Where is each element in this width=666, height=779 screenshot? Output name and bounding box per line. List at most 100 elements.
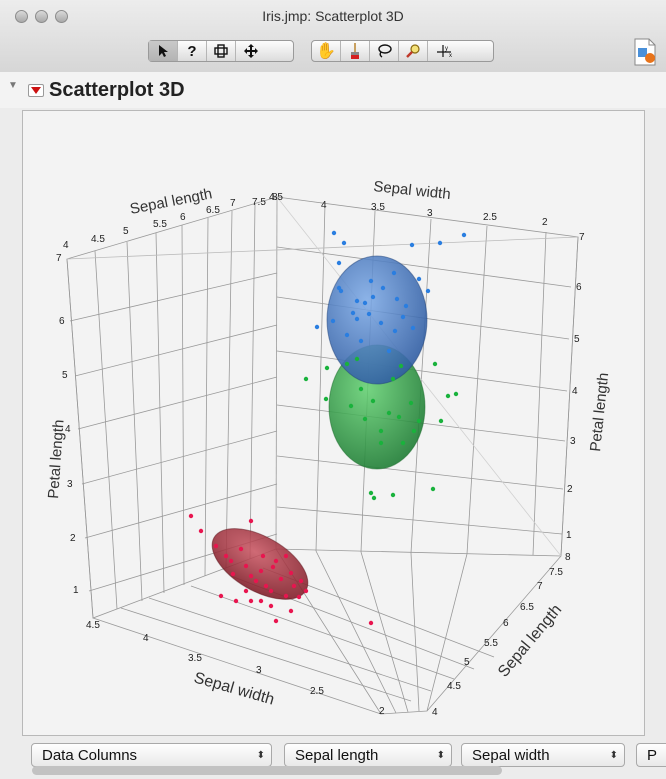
data-point: [233, 598, 239, 604]
hand-tool-icon[interactable]: ✋: [312, 41, 341, 61]
brush-tool-icon[interactable]: [341, 41, 370, 61]
data-point: [243, 563, 249, 569]
data-point: [416, 418, 422, 424]
tick-label: 3.5: [188, 653, 202, 664]
window-title: Iris.jmp: Scatterplot 3D: [262, 8, 404, 24]
tick-label: 7: [537, 581, 543, 592]
red-triangle-menu-icon[interactable]: [28, 84, 44, 97]
data-point: [283, 593, 289, 599]
data-point: [370, 398, 376, 404]
data-point: [218, 593, 224, 599]
data-point: [368, 490, 374, 496]
arrow-tool-icon[interactable]: [149, 41, 178, 61]
tick-label: 7: [579, 232, 585, 243]
minimize-window-button[interactable]: [35, 10, 48, 23]
data-point: [223, 553, 229, 559]
disclosure-triangle-icon[interactable]: ▼: [8, 80, 18, 91]
svg-text:x: x: [449, 53, 452, 59]
data-point: [291, 583, 297, 589]
tick-label: 4: [432, 707, 438, 718]
data-point: [396, 414, 402, 420]
x-axis-select[interactable]: Sepal length ⬍: [284, 743, 452, 767]
data-point: [461, 232, 467, 238]
data-point: [296, 594, 302, 600]
close-window-button[interactable]: [15, 10, 28, 23]
data-point: [344, 332, 350, 338]
axis-label-sepal-width-bottom: Sepal width: [192, 670, 276, 709]
data-point: [371, 495, 377, 501]
tick-label: 6.5: [206, 205, 220, 216]
data-point: [303, 588, 309, 594]
tick-label: 7: [56, 253, 62, 264]
tick-label: 3: [67, 479, 73, 490]
magnifier-tool-icon[interactable]: [399, 41, 428, 61]
tick-label: 1: [73, 585, 79, 596]
ellipsoid-blue: [326, 255, 428, 385]
data-point: [268, 603, 274, 609]
data-point: [408, 400, 414, 406]
tick-label: 5.5: [153, 219, 167, 230]
scatterplot-3d-svg[interactable]: 44.555.566.57 7.5 84.54 3.53 2.5 276543217654…: [23, 111, 644, 735]
data-point: [411, 428, 417, 434]
data-point: [323, 396, 329, 402]
data-point: [398, 363, 404, 369]
data-point: [368, 620, 374, 626]
data-points: [188, 230, 467, 626]
data-point: [260, 553, 266, 559]
axis-label-sepal-length-top: Sepal length: [129, 185, 214, 218]
help-tool-icon[interactable]: ?: [178, 41, 207, 61]
tick-label: 8: [272, 192, 278, 203]
data-point: [303, 376, 309, 382]
lasso-tool-icon[interactable]: [370, 41, 399, 61]
data-point: [188, 513, 194, 519]
ellipsoid-red: [211, 528, 309, 600]
tick-label: 3: [256, 665, 262, 676]
z-axis-select[interactable]: P: [636, 743, 666, 767]
tick-label: 8: [565, 552, 571, 563]
data-point: [198, 528, 204, 534]
data-point: [270, 564, 276, 570]
document-icon[interactable]: [632, 38, 658, 66]
selection-tool-icon[interactable]: [207, 41, 236, 61]
data-point: [248, 573, 254, 579]
data-point: [354, 298, 360, 304]
data-point: [248, 598, 254, 604]
data-point: [341, 240, 347, 246]
data-point: [350, 310, 356, 316]
data-point: [354, 356, 360, 362]
data-point: [278, 576, 284, 582]
tick-label: 5: [464, 657, 470, 668]
horizontal-scrollbar[interactable]: [32, 766, 502, 775]
zoom-window-button[interactable]: [55, 10, 68, 23]
tick-label: 2: [379, 706, 385, 717]
data-point: [358, 386, 364, 392]
data-point: [445, 393, 451, 399]
data-point: [425, 288, 431, 294]
tick-label: 4: [572, 386, 578, 397]
tick-label: 7.5: [549, 567, 563, 578]
updown-arrows-icon: ⬍: [256, 750, 265, 761]
data-columns-select[interactable]: Data Columns ⬍: [31, 743, 272, 767]
data-point: [213, 543, 219, 549]
y-axis-select[interactable]: Sepal width ⬍: [461, 743, 625, 767]
data-point: [416, 276, 422, 282]
data-point: [358, 338, 364, 344]
axis-label-petal-length-right: Petal length: [587, 372, 612, 453]
data-point: [228, 558, 234, 564]
data-point: [368, 278, 374, 284]
data-point: [298, 578, 304, 584]
data-point: [410, 325, 416, 331]
data-point: [392, 328, 398, 334]
tick-label: 7: [230, 198, 236, 209]
tick-label: 4: [321, 200, 327, 211]
move-tool-icon[interactable]: [236, 41, 265, 61]
tick-label: 5.5: [484, 638, 498, 649]
scatterplot-3d-frame[interactable]: 4 4.5 5 5.5 6 6.5 7 7.5 8 4.5 4 3.5 3 2.5 2 7 6 5 4 3 2 1 7 6 5 4…: [22, 110, 645, 736]
data-point: [378, 320, 384, 326]
data-point: [386, 348, 392, 354]
tick-label: 7.5: [252, 197, 266, 208]
data-point: [253, 578, 259, 584]
report-header: [0, 72, 666, 108]
